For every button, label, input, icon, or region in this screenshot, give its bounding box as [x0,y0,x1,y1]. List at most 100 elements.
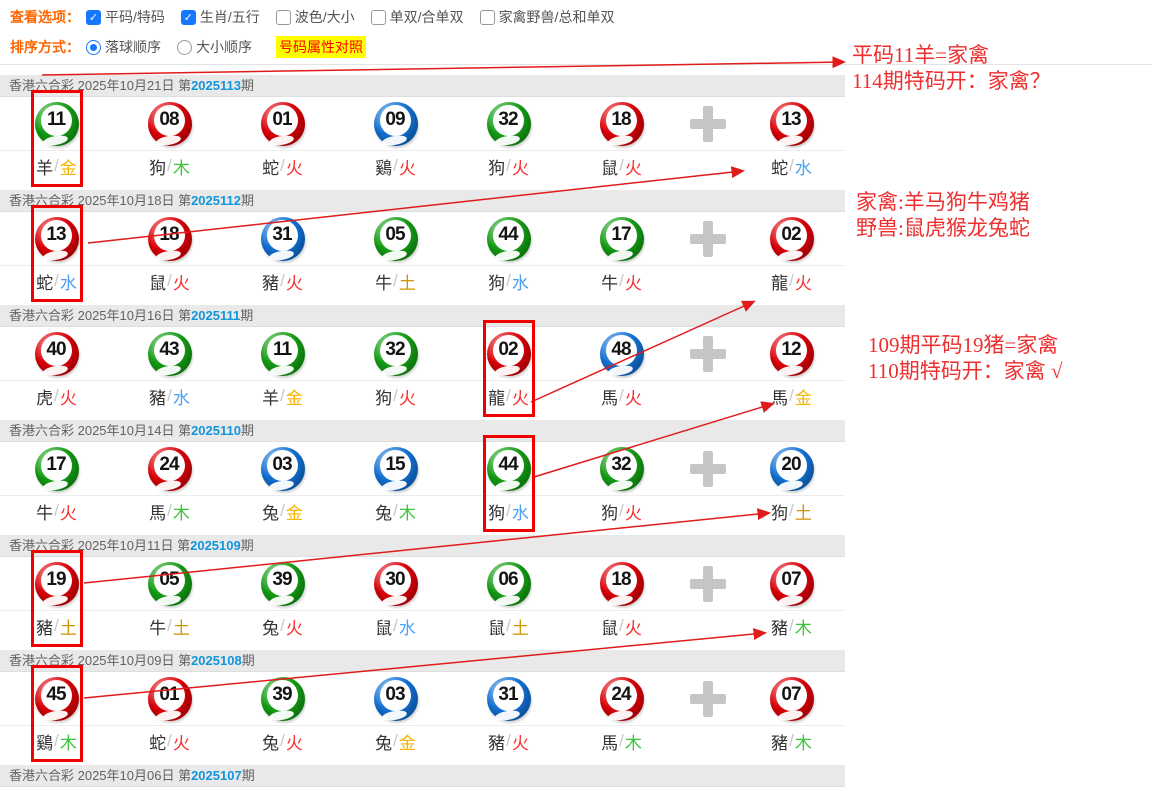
zodiac-element-label: 豬 / 火 [452,729,565,754]
zodiac-element-label: 狗 / 土 [738,499,845,524]
ball-number: 20 [775,449,807,481]
sort-option-label: 大小顺序 [196,39,252,55]
checkbox-icon[interactable] [275,9,291,25]
plus-icon [690,680,726,717]
element-text: 火 [172,273,190,293]
slash-separator: / [54,731,59,750]
labels-row: 鷄 / 木 蛇 / 火 兔 / 火 兔 / 金 豬 / 火 馬 / 木 豬 / 木 [0,725,845,756]
view-option-label: 波色/大小 [294,9,355,25]
draw-issue-number: 2025112 [191,193,241,208]
view-option-波色/大小[interactable]: 波色/大小 [275,7,355,27]
checkbox-icon[interactable]: ✓ [86,9,101,25]
ball-number: 11 [266,334,298,366]
ball-number: 05 [153,564,185,596]
ball-44: 44 [486,446,531,491]
zodiac-text: 狗 [488,158,506,178]
sort-option-大小顺序[interactable]: 大小顺序 [177,37,252,57]
checkbox-icon[interactable] [479,9,495,25]
radio-icon[interactable] [86,39,101,55]
ball-05: 05 [147,561,192,606]
radio-icon[interactable] [177,39,192,55]
element-text: 木 [624,733,642,753]
draw-header: 香港六合彩 2025年10月21日 第2025113期 [0,75,845,97]
element-text: 水 [59,273,77,293]
ball-cell: 31 [452,676,565,721]
view-option-平码/特码[interactable]: ✓ 平码/特码 [86,7,165,27]
view-options-row: 查看选项： ✓ 平码/特码 ✓ 生肖/五行 波色/大小 单双/合单双 家禽野兽/… [0,4,1152,30]
zodiac-text: 馬 [771,388,789,408]
zodiac-element-label: 狗 / 火 [452,154,565,179]
zodiac-element-label: 蛇 / 水 [0,269,113,294]
slash-separator: / [393,156,398,175]
zodiac-text: 牛 [149,618,167,638]
zodiac-element-label: 羊 / 金 [0,154,113,179]
zodiac-text: 兔 [262,618,280,638]
ball-number: 31 [266,219,298,251]
view-option-家禽野兽/总和单双[interactable]: 家禽野兽/总和单双 [479,7,615,27]
ball-cell: 09 [339,101,452,146]
slash-separator: / [619,271,624,290]
zodiac-element-label: 牛 / 土 [113,614,226,639]
ball-39: 39 [260,676,305,721]
ball-cell: 20 [738,446,845,491]
ball-number: 18 [605,104,637,136]
ball-number: 32 [379,334,411,366]
ball-40: 40 [34,331,79,376]
zodiac-element-label: 狗 / 木 [113,154,226,179]
zodiac-element-label: 兔 / 木 [339,499,452,524]
view-option-单双/合单双[interactable]: 单双/合单双 [370,7,464,27]
ball-01: 01 [260,101,305,146]
element-text: 火 [511,158,529,178]
view-option-label: 家禽野兽/总和单双 [498,9,615,25]
ball-number: 39 [266,564,298,596]
number-attribute-compare-link[interactable]: 号码属性对照 [276,36,366,58]
element-text: 木 [398,503,416,523]
slash-separator: / [167,616,172,635]
zodiac-text: 馬 [149,503,167,523]
ball-number: 18 [605,564,637,596]
draw-header: 香港六合彩 2025年10月11日 第2025109期 [0,535,845,557]
ball-number: 24 [605,679,637,711]
slash-separator: / [789,386,794,405]
ball-number: 09 [379,104,411,136]
slash-separator: / [280,731,285,750]
slash-separator: / [167,731,172,750]
ball-18: 18 [147,216,192,261]
special-ball-20: 20 [769,446,814,491]
slash-separator: / [280,501,285,520]
zodiac-text: 豬 [149,388,167,408]
ball-cell: 11 [0,101,113,146]
slash-separator: / [789,731,794,750]
zodiac-element-label: 兔 / 金 [226,499,339,524]
element-text: 火 [624,158,642,178]
slash-separator: / [393,501,398,520]
ball-cell: 32 [565,446,678,491]
view-option-生肖/五行[interactable]: ✓ 生肖/五行 [180,7,260,27]
balls-row: 40 43 11 32 02 48 12 [0,327,845,380]
ball-number: 48 [605,334,637,366]
ball-cell: 12 [738,331,845,376]
ball-05: 05 [373,216,418,261]
zodiac-element-label: 豬 / 土 [0,614,113,639]
special-ball-13: 13 [769,101,814,146]
plus-icon [690,450,726,487]
ball-cell: 30 [339,561,452,606]
sort-option-落球顺序[interactable]: 落球顺序 [86,37,161,57]
zodiac-text: 鼠 [488,618,506,638]
checkbox-icon[interactable]: ✓ [180,9,196,25]
ball-cell: 44 [452,446,565,491]
view-option-label: 单双/合单双 [389,9,464,25]
element-text: 金 [794,388,812,408]
checkbox-icon[interactable] [370,9,386,25]
zodiac-element-label: 馬 / 金 [738,384,845,409]
ball-number: 06 [492,564,524,596]
zodiac-text: 鼠 [375,618,393,638]
zodiac-text: 鼠 [149,273,167,293]
zodiac-element-label: 龍 / 火 [452,384,565,409]
ball-32: 32 [599,446,644,491]
plus-icon [690,335,726,372]
zodiac-text: 兔 [375,733,393,753]
slash-separator: / [506,386,511,405]
slash-separator: / [506,156,511,175]
ball-03: 03 [260,446,305,491]
